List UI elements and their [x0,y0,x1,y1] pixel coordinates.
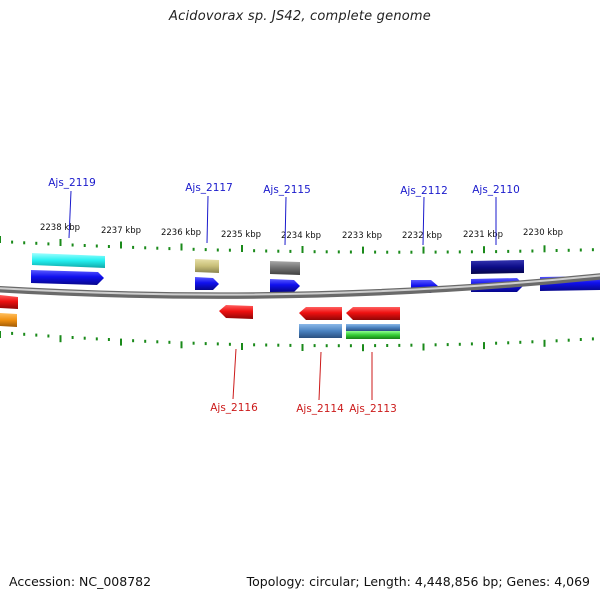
kbp-label: 2231 kbp [463,230,503,240]
gene-label[interactable]: Ajs_2114 [296,403,344,415]
cds-arrow[interactable] [0,295,18,309]
leader-lines-bottom [232,348,373,401]
cds-row-reverse [0,295,400,327]
gene-label[interactable]: Ajs_2112 [400,185,448,197]
gene-labels-bottom: Ajs_2116 Ajs_2114 Ajs_2113 [210,402,397,415]
gene-label[interactable]: Ajs_2117 [185,182,233,194]
cds-arrow[interactable] [195,277,219,290]
leader-line [206,195,209,244]
gene-label[interactable]: Ajs_2115 [263,184,311,196]
tick-row-top [0,236,594,254]
kbp-label: 2237 kbp [101,226,141,236]
kbp-label: 2232 kbp [402,231,442,241]
kbp-label: 2233 kbp [342,231,382,241]
feature-row-bottom [299,324,400,339]
leader-line [422,196,425,246]
leader-line [68,190,72,239]
tick-row-bottom [0,331,594,352]
feature-box[interactable] [346,324,400,331]
feature-box[interactable] [471,260,524,274]
gene-label[interactable]: Ajs_2119 [48,177,96,189]
leader-line [284,196,287,246]
leader-line [318,351,322,401]
genome-backbone-highlight [0,274,600,296]
gene-label[interactable]: Ajs_2113 [349,403,397,415]
feature-box[interactable] [32,253,105,268]
kbp-label: 2235 kbp [221,230,261,240]
cds-arrow[interactable] [346,307,400,320]
page-title: Acidovorax sp. JS42, complete genome [169,9,431,24]
gene-label[interactable]: Ajs_2116 [210,402,258,414]
feature-box[interactable] [270,261,300,275]
cds-arrow[interactable] [31,270,104,285]
cds-arrow[interactable] [299,307,342,320]
leader-line [232,348,237,400]
feature-box[interactable] [346,331,400,339]
kbp-scale: 2238 kbp 2237 kbp 2236 kbp 2235 kbp 2234… [40,223,563,241]
leader-lines-top [68,190,497,246]
feature-box[interactable] [195,259,219,273]
kbp-label: 2234 kbp [281,231,321,241]
cds-arrow[interactable] [219,305,253,319]
cds-arrow[interactable] [270,279,300,292]
gene-labels-top: Ajs_2119 Ajs_2117 Ajs_2115 Ajs_2112 Ajs_… [48,177,520,197]
kbp-label: 2238 kbp [40,223,80,233]
genome-summary-text: Topology: circular; Length: 4,448,856 bp… [246,574,590,589]
kbp-label: 2230 kbp [523,228,563,238]
gene-label[interactable]: Ajs_2110 [472,184,520,196]
feature-box[interactable] [299,324,342,338]
feature-row-top [32,253,524,275]
accession-text: Accession: NC_008782 [9,574,152,589]
kbp-label: 2236 kbp [161,228,201,238]
cds-arrow[interactable] [0,313,17,327]
